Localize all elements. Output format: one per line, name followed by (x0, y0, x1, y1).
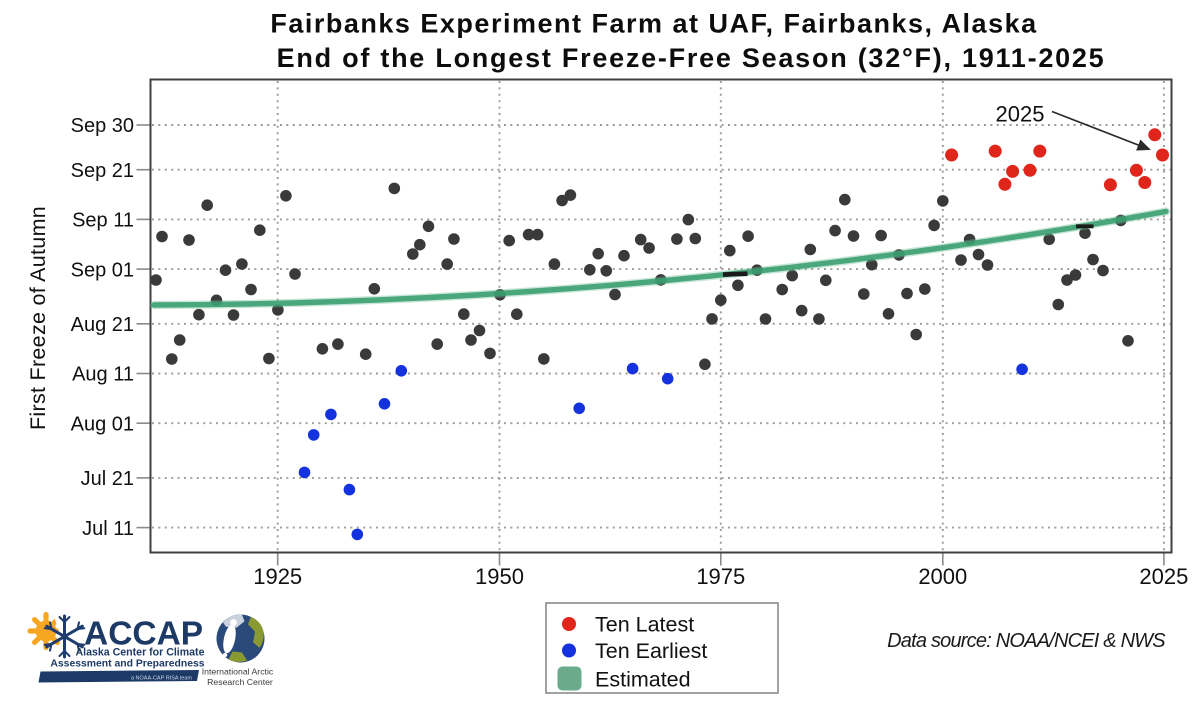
svg-text:Sep 30: Sep 30 (71, 115, 134, 137)
svg-text:Ten Earliest: Ten Earliest (595, 639, 707, 663)
svg-text:Research Center: Research Center (207, 677, 273, 687)
svg-text:2025: 2025 (1139, 564, 1188, 589)
svg-text:First Freeze of Autumn: First Freeze of Autumn (26, 206, 50, 430)
svg-text:Sep 21: Sep 21 (71, 160, 134, 182)
svg-text:Aug 21: Aug 21 (71, 314, 134, 336)
svg-text:Ten Latest: Ten Latest (595, 613, 694, 637)
svg-text:ACCAP: ACCAP (84, 616, 203, 653)
svg-text:Assessment and Preparedness: Assessment and Preparedness (50, 659, 204, 670)
svg-text:Estimated: Estimated (595, 668, 691, 692)
svg-text:Alaska Center for Climate: Alaska Center for Climate (76, 647, 205, 659)
svg-text:2000: 2000 (918, 564, 967, 589)
svg-text:Jul 11: Jul 11 (82, 518, 134, 540)
svg-text:Sep 01: Sep 01 (71, 259, 134, 281)
svg-text:Aug 11: Aug 11 (72, 364, 134, 386)
svg-text:a NOAA-CAP RISA team: a NOAA-CAP RISA team (131, 676, 192, 682)
svg-text:Aug 01: Aug 01 (71, 413, 134, 435)
svg-text:Fairbanks Experiment Farm at U: Fairbanks Experiment Farm at UAF, Fairba… (270, 9, 1037, 39)
svg-text:International Arctic: International Arctic (202, 667, 274, 677)
svg-text:Data source: NOAA/NCEI & NWS: Data source: NOAA/NCEI & NWS (887, 630, 1166, 652)
svg-text:Jul 21: Jul 21 (81, 468, 134, 490)
svg-text:1975: 1975 (696, 564, 745, 589)
svg-text:End of the Longest Freeze-Free: End of the Longest Freeze-Free Season (3… (277, 43, 1106, 73)
svg-text:1925: 1925 (253, 564, 302, 589)
svg-text:1950: 1950 (475, 564, 524, 589)
svg-text:2025: 2025 (996, 102, 1045, 127)
svg-text:Sep 11: Sep 11 (72, 210, 134, 232)
